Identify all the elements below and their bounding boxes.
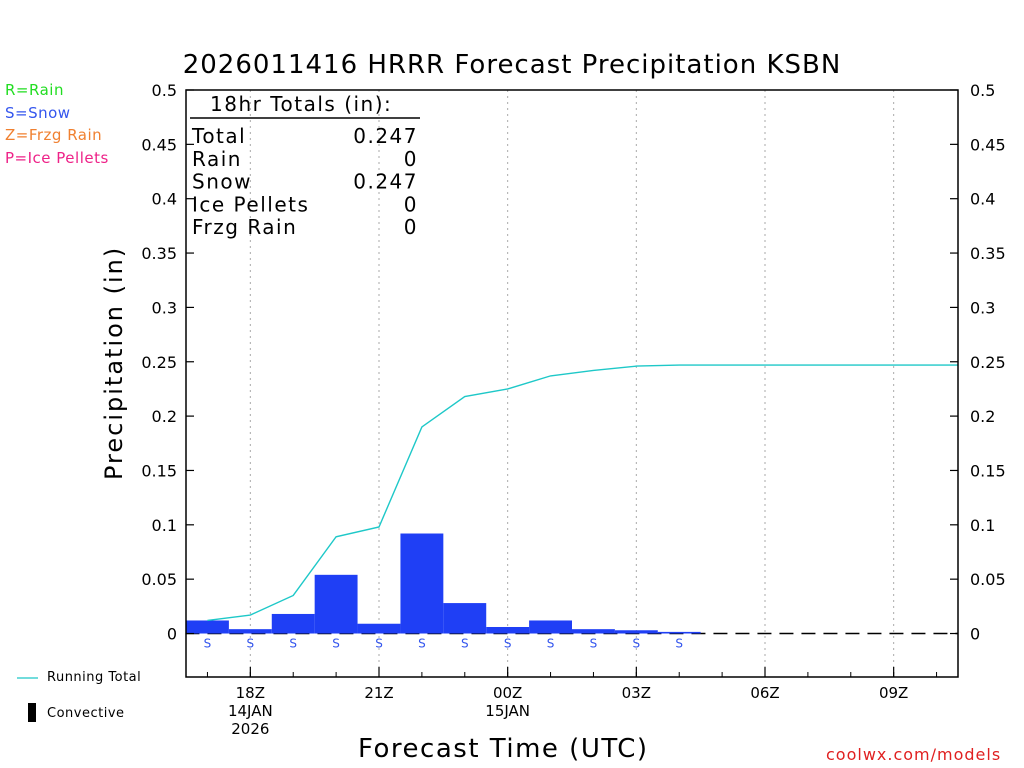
y-tick-label-right: 0.05 xyxy=(970,570,1006,589)
y-tick-label-right: 0 xyxy=(970,625,980,644)
precip-type-marker: S xyxy=(332,637,340,651)
precip-bar xyxy=(400,533,444,634)
plot-frame xyxy=(185,89,959,678)
totals-row-label: Rain xyxy=(192,147,242,171)
precip-bar xyxy=(486,626,530,634)
y-tick-label-right: 0.2 xyxy=(970,407,995,426)
convective-key-label: Convective xyxy=(47,706,125,721)
y-tick-label-right: 0.25 xyxy=(970,353,1006,372)
x-tick-label: 09Z xyxy=(879,684,908,702)
totals-row-label: Total xyxy=(191,124,246,148)
y-tick-label-right: 0.15 xyxy=(970,461,1006,480)
precip-type-marker: S xyxy=(247,637,255,651)
y-tick-label-left: 0.35 xyxy=(141,244,177,263)
totals-row-value: 0.247 xyxy=(353,170,418,194)
y-tick-label-right: 0.45 xyxy=(970,135,1006,154)
y-tick-label-right: 0.35 xyxy=(970,244,1006,263)
y-tick-label-right: 0.5 xyxy=(970,81,995,100)
precip-bar xyxy=(314,574,358,634)
totals-row-label: Ice Pellets xyxy=(192,192,309,216)
y-tick-label-left: 0 xyxy=(167,625,177,644)
precip-type-marker: S xyxy=(204,637,212,651)
totals-row-label: Frzg Rain xyxy=(192,215,297,239)
y-tick-label-left: 0.4 xyxy=(152,190,177,209)
precip-type-marker: S xyxy=(375,637,383,651)
x-axis-label: Forecast Time (UTC) xyxy=(358,734,649,764)
x-tick-label: 15JAN xyxy=(485,702,530,720)
precip-type-marker: S xyxy=(289,637,297,651)
precip-bar xyxy=(271,613,315,634)
precip-type-marker: S xyxy=(675,637,683,651)
precip-type-marker: S xyxy=(461,637,469,651)
totals-box: 18hr Totals (in): Total 0.247 Rain 0 Snow 0.24… xyxy=(190,92,420,239)
precip-bar xyxy=(657,631,701,634)
x-tick-label: 06Z xyxy=(750,684,779,702)
precip-type-marker: S xyxy=(633,637,641,651)
x-tick-label: 00Z xyxy=(493,684,522,702)
convective-key-swatch xyxy=(28,703,36,722)
x-tick-label: 21Z xyxy=(364,684,393,702)
totals-row-label: Snow xyxy=(192,170,252,194)
y-tick-label-left: 0.1 xyxy=(152,516,177,535)
precip-type-marker: S xyxy=(547,637,555,651)
precip-type-marker: S xyxy=(418,637,426,651)
legend-ice-pellets: P=Ice Pellets xyxy=(5,149,109,167)
precip-bar xyxy=(572,629,615,634)
x-tick-label: 2026 xyxy=(231,720,269,738)
precip-type-marker: S xyxy=(504,637,512,651)
y-tick-label-left: 0.25 xyxy=(141,353,177,372)
running-total-key-label: Running Total xyxy=(47,670,142,685)
x-tick-label: 18Z xyxy=(236,684,265,702)
y-tick-label-right: 0.1 xyxy=(970,516,995,535)
y-tick-label-left: 0.2 xyxy=(152,407,177,426)
line-layer xyxy=(207,364,958,622)
x-tick-label: 14JAN xyxy=(228,702,273,720)
y-tick-label-left: 0.5 xyxy=(152,81,177,100)
precip-bar xyxy=(357,623,401,634)
precip-bar xyxy=(614,630,658,634)
precip-bar xyxy=(186,620,229,634)
totals-row-value: 0 xyxy=(404,192,418,216)
precip-bar xyxy=(228,629,272,634)
axes-layer: 0.5 0.5 0.45 0.45 0.4 0.4 0.35 0.35 0.3 0.3 0.25 0.… xyxy=(141,81,1005,738)
totals-row-value: 0 xyxy=(404,215,418,239)
y-tick-label-left: 0.45 xyxy=(141,135,177,154)
precip-type-marker: S xyxy=(590,637,598,651)
y-tick-label-left: 0.15 xyxy=(141,461,177,480)
y-tick-label-left: 0.05 xyxy=(141,570,177,589)
totals-row-value: 0 xyxy=(404,147,418,171)
legend-frzg-rain: Z=Frzg Rain xyxy=(5,126,103,144)
totals-row-value: 0.247 xyxy=(353,124,418,148)
y-tick-label-right: 0.3 xyxy=(970,298,995,317)
chart-title: 2026011416 HRRR Forecast Precipitation K… xyxy=(182,50,842,80)
y-tick-label-left: 0.3 xyxy=(152,298,177,317)
totals-header: 18hr Totals (in): xyxy=(210,92,392,116)
legend-snow: S=Snow xyxy=(5,104,71,122)
grid-layer xyxy=(185,90,958,677)
running-total-line xyxy=(207,364,958,622)
x-tick-label: 03Z xyxy=(622,684,651,702)
legend-rain: R=Rain xyxy=(5,81,64,99)
y-tick-label-right: 0.4 xyxy=(970,190,995,209)
precip-bar xyxy=(529,620,572,634)
credit-link[interactable]: coolwx.com/models xyxy=(826,745,1002,764)
precip-bar xyxy=(443,603,487,634)
running-total-key-swatch xyxy=(17,677,38,679)
